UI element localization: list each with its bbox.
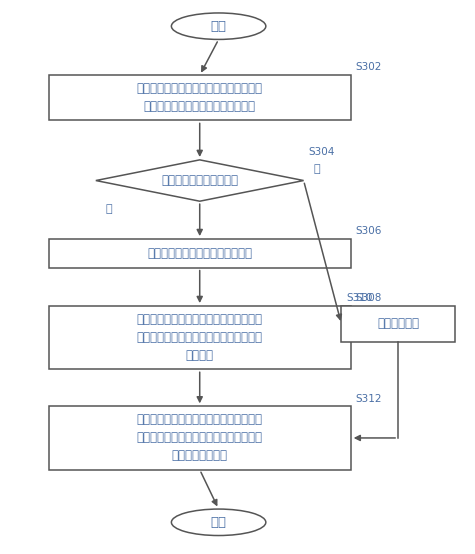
- FancyBboxPatch shape: [342, 306, 455, 342]
- Text: S302: S302: [356, 62, 382, 72]
- Text: S312: S312: [356, 393, 382, 403]
- Text: S308: S308: [356, 293, 382, 303]
- Text: S304: S304: [308, 147, 335, 157]
- Ellipse shape: [171, 13, 266, 39]
- FancyBboxPatch shape: [48, 406, 351, 470]
- Text: 结束: 结束: [210, 516, 227, 529]
- Text: S310: S310: [346, 293, 372, 303]
- Text: 根据最近一次计量芯片计量的能量值计算
电能表的显示参数；将显示参数发送至的
显示组件进行显示: 根据最近一次计量芯片计量的能量值计算 电能表的显示参数；将显示参数发送至的 显示…: [137, 413, 263, 463]
- Text: 开始: 开始: [210, 20, 227, 33]
- FancyBboxPatch shape: [48, 239, 351, 268]
- FancyBboxPatch shape: [48, 306, 351, 370]
- Ellipse shape: [171, 509, 266, 536]
- Text: 获取最近一次计量芯片计量的能量值，以
及，脉冲寄存器对应的电量累加参数: 获取最近一次计量芯片计量的能量值，以 及，脉冲寄存器对应的电量累加参数: [137, 83, 263, 114]
- Text: 是: 是: [313, 164, 320, 174]
- Text: 计算电量累加参数对应的增量参数: 计算电量累加参数对应的增量参数: [147, 247, 252, 260]
- Text: 判断脉冲寄存器是否溢出: 判断脉冲寄存器是否溢出: [161, 174, 238, 187]
- Text: 溢出计算处理: 溢出计算处理: [377, 317, 419, 330]
- Text: 否: 否: [105, 204, 112, 214]
- Polygon shape: [96, 160, 304, 201]
- Text: 基于该增量参数，以及预先设置的计量参
数计算时间间隔内增量参数对应的电能量
的增量值: 基于该增量参数，以及预先设置的计量参 数计算时间间隔内增量参数对应的电能量 的增…: [137, 313, 263, 362]
- FancyBboxPatch shape: [48, 75, 351, 120]
- Text: S306: S306: [356, 226, 382, 236]
